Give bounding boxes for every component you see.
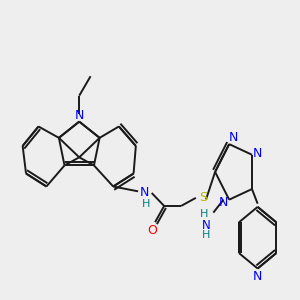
Text: H: H (200, 209, 208, 219)
Text: S: S (200, 191, 208, 204)
Text: N: N (75, 109, 84, 122)
Text: N: N (140, 187, 150, 200)
Text: N: N (219, 196, 228, 209)
Text: N: N (202, 219, 211, 232)
Text: N: N (253, 270, 262, 283)
Text: H: H (142, 199, 150, 209)
Text: O: O (147, 224, 157, 237)
Text: H: H (202, 230, 211, 240)
Text: N: N (229, 131, 238, 144)
Text: N: N (253, 147, 262, 160)
